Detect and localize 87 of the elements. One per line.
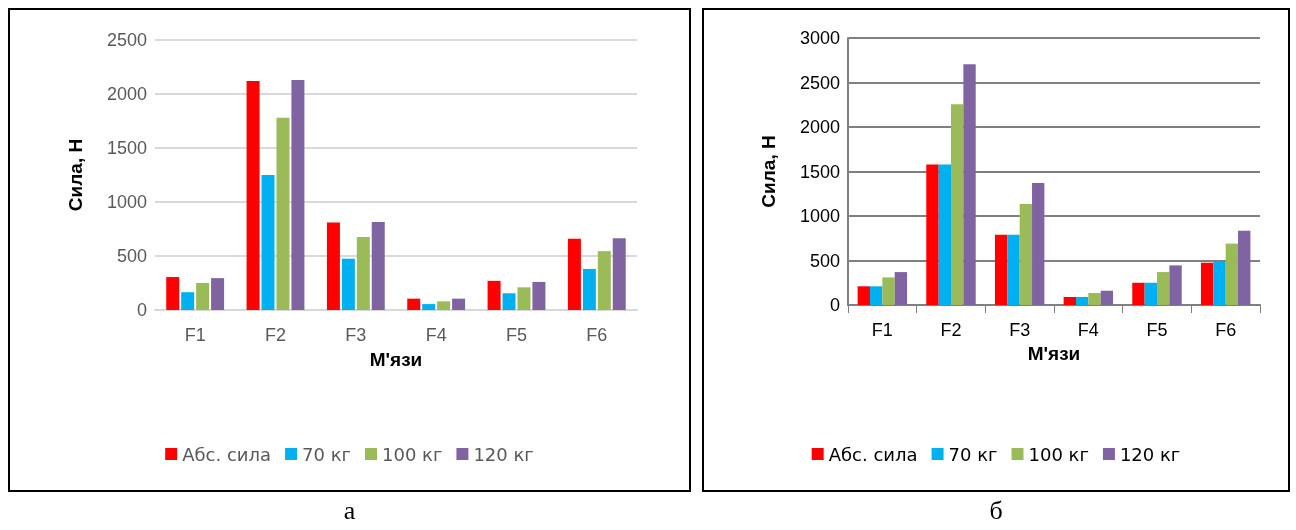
x-tick-label: F1 [871, 320, 893, 340]
bar [1225, 243, 1239, 305]
y-tick-label: 3000 [799, 28, 840, 48]
y-tick-label: 2500 [799, 72, 840, 93]
bar [567, 238, 581, 310]
bar [1088, 292, 1101, 305]
x-axis-title: М'язи [369, 349, 423, 370]
bar [181, 292, 195, 310]
bar [857, 286, 870, 305]
bar [452, 298, 466, 310]
y-tick-label: 2500 [106, 30, 147, 50]
bar [1169, 265, 1182, 305]
bar [166, 277, 180, 310]
x-tick-label: F2 [940, 320, 962, 340]
bar [371, 221, 385, 310]
y-tick-label: 500 [116, 246, 147, 266]
y-tick-label: 1500 [106, 138, 147, 158]
x-tick-label: F2 [264, 325, 287, 345]
x-tick-label: F4 [1077, 320, 1099, 340]
legend-label: 70 кг [302, 443, 352, 465]
bar [1157, 272, 1170, 305]
legend-label: 120 кг [1119, 443, 1181, 465]
bar [882, 277, 895, 305]
bar [326, 222, 340, 310]
bar [437, 301, 451, 310]
legend-label: 70 кг [948, 443, 998, 465]
bar [1132, 282, 1145, 305]
bar [261, 175, 275, 310]
y-tick-label: 0 [136, 300, 147, 320]
bar [502, 293, 516, 310]
y-tick-label: 1000 [106, 192, 147, 212]
text: а [342, 496, 357, 526]
x-tick-label: F5 [505, 325, 528, 345]
bar [963, 64, 976, 305]
x-tick-label: F3 [1009, 320, 1031, 340]
x-tick-label: F6 [586, 325, 608, 345]
x-axis-title: М'язи [1027, 342, 1081, 364]
x-tick-label: F5 [1146, 320, 1168, 340]
text: б [988, 496, 1004, 526]
bar [276, 117, 290, 310]
y-tick-label: 2000 [106, 84, 147, 104]
y-tick-label: 500 [809, 250, 840, 271]
bar [597, 251, 611, 310]
y-tick-label: 0 [829, 295, 840, 315]
bar [1213, 261, 1226, 305]
bar [1063, 296, 1076, 305]
y-tick-label: 1000 [799, 206, 840, 226]
x-tick-label: F4 [425, 325, 447, 345]
legend-label: 100 кг [382, 443, 443, 465]
bar [1144, 282, 1157, 305]
x-tick-label: F6 [1215, 320, 1237, 340]
bar [246, 81, 260, 310]
bar [211, 278, 225, 310]
legend-label: Абс. сила [828, 443, 918, 465]
x-tick-label: F3 [345, 325, 367, 345]
bar [517, 287, 531, 310]
bar [356, 237, 370, 310]
bar [291, 79, 305, 310]
legend-label: 100 кг [1028, 443, 1089, 465]
bar [1032, 183, 1045, 305]
bar [1238, 230, 1251, 305]
y-tick-label: 2000 [799, 117, 840, 137]
y-axis-title: Сила, Н [65, 138, 86, 212]
bar [1200, 262, 1214, 305]
bar [487, 280, 501, 310]
bar [612, 238, 626, 310]
bar [1075, 296, 1089, 305]
bar [938, 164, 951, 305]
bar [1019, 203, 1033, 305]
bar [926, 164, 939, 305]
bar [994, 234, 1008, 305]
legend-label: 120 кг [473, 443, 534, 465]
x-tick-label: F1 [184, 325, 206, 345]
y-tick-label: 1500 [799, 161, 840, 182]
y-axis-title: Сила, Н [758, 135, 779, 208]
bar [1007, 234, 1020, 305]
bar [196, 283, 210, 310]
bar [869, 286, 883, 305]
bar [532, 281, 546, 310]
bar [422, 304, 436, 310]
legend-label: Абс. сила [182, 443, 272, 465]
bar [951, 104, 964, 305]
bar [582, 268, 596, 310]
bar [407, 298, 421, 310]
bar [341, 258, 355, 310]
bar [894, 272, 908, 305]
bar [1100, 290, 1114, 305]
